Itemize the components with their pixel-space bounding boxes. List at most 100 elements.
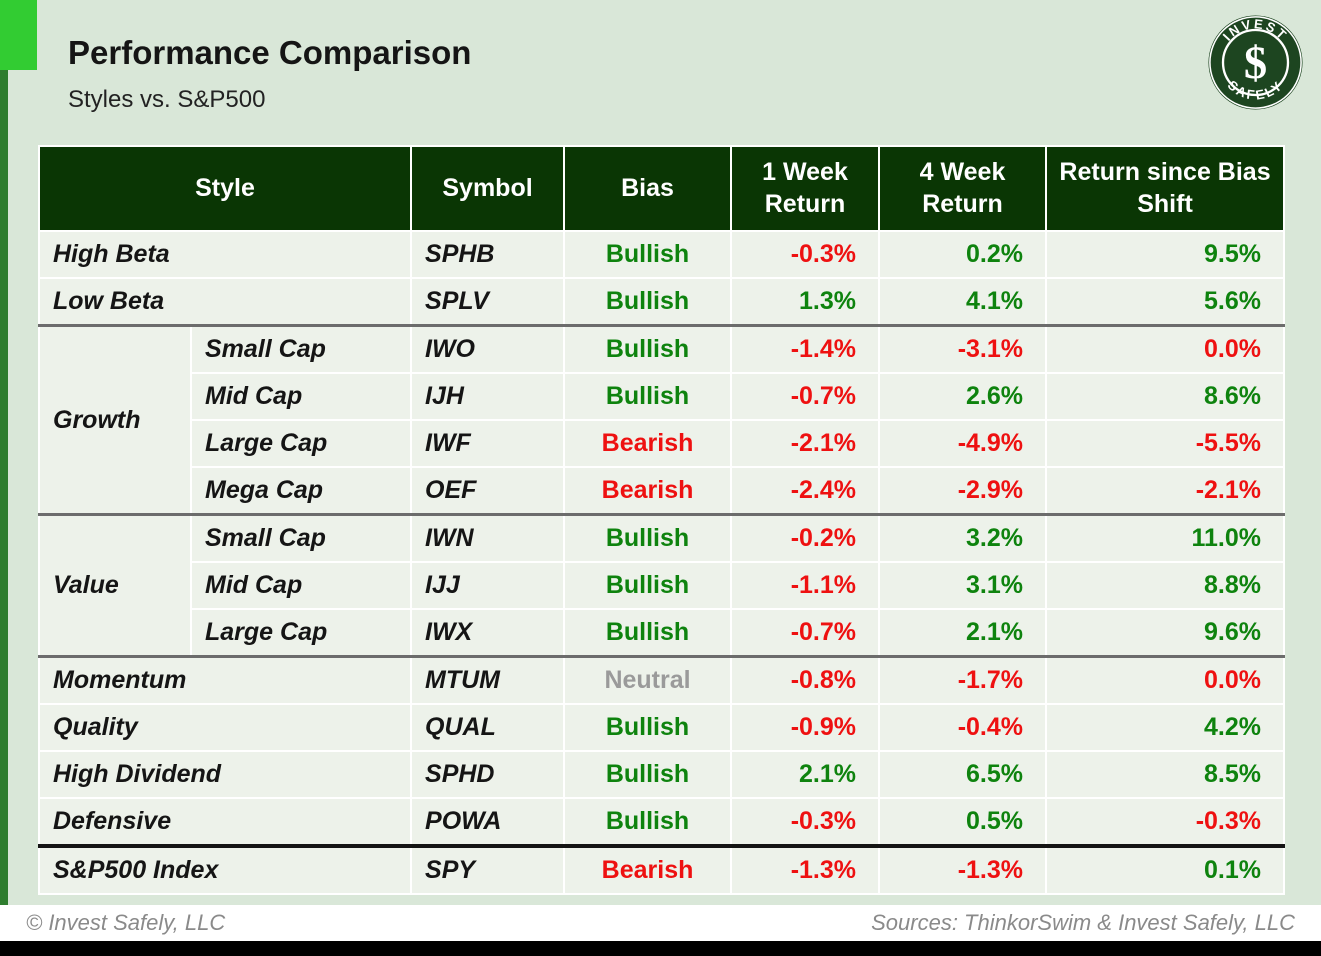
symbol-cell: IWN: [410, 513, 566, 563]
logo-outer-ring: [1209, 16, 1302, 109]
style-cell: Momentum: [37, 655, 413, 705]
col-header-symbol: Symbol: [410, 145, 566, 232]
style-cell: Quality: [37, 703, 413, 752]
week1-cell: -0.9%: [730, 703, 881, 752]
since-cell: 5.6%: [1045, 277, 1286, 327]
week4-cell: 0.5%: [878, 797, 1048, 847]
bias-cell: Bullish: [563, 277, 733, 327]
left-edge-strip: [0, 0, 8, 905]
col-header-week1: 1 Week Return: [730, 145, 881, 232]
week4-cell: 3.2%: [878, 513, 1048, 563]
page-title: Performance Comparison: [68, 34, 472, 71]
symbol-cell: OEF: [410, 466, 566, 516]
cap-cell: Mid Cap: [189, 561, 413, 610]
copyright-text: © Invest Safely, LLC: [26, 910, 226, 935]
col-header-bias: Bias: [563, 145, 733, 232]
week1-cell: -2.4%: [730, 466, 881, 516]
bias-cell: Bullish: [563, 750, 733, 799]
symbol-cell: SPLV: [410, 277, 566, 327]
week1-cell: -0.3%: [730, 230, 881, 279]
since-cell: 8.5%: [1045, 750, 1286, 799]
week1-cell: 1.3%: [730, 277, 881, 327]
style-cell: Low Beta: [37, 277, 413, 327]
since-cell: -5.5%: [1045, 419, 1286, 468]
performance-table: Style Symbol Bias 1 Week Return 4 Week R…: [37, 145, 1286, 895]
table-row: High Dividend SPHD Bullish 2.1% 6.5% 8.5…: [37, 750, 1286, 799]
table-row: Mid Cap IJJ Bullish -1.1% 3.1% 8.8%: [39, 561, 1286, 610]
table-header-row: Style Symbol Bias 1 Week Return 4 Week R…: [37, 145, 1286, 232]
symbol-cell: SPHD: [410, 750, 566, 799]
table-row: Momentum MTUM Neutral -0.8% -1.7% 0.0%: [37, 655, 1286, 705]
table-row: Large Cap IWF Bearish -2.1% -4.9% -5.5%: [39, 419, 1286, 468]
bias-cell: Bullish: [563, 608, 733, 658]
accent-square: [0, 0, 37, 70]
since-cell: -0.3%: [1045, 797, 1286, 847]
week4-cell: 4.1%: [878, 277, 1048, 327]
table-row: Mega Cap OEF Bearish -2.4% -2.9% -2.1%: [39, 466, 1286, 516]
week1-cell: -1.4%: [730, 324, 881, 374]
cap-cell: Large Cap: [189, 419, 413, 468]
style-group-cell: Growth: [38, 324, 192, 516]
week1-cell: -0.3%: [730, 797, 881, 847]
symbol-cell: SPHB: [410, 230, 566, 279]
bias-cell: Bullish: [563, 703, 733, 752]
table-row: Growth Small Cap IWO Bullish -1.4% -3.1%…: [38, 324, 1286, 516]
since-cell: -2.1%: [1045, 466, 1286, 516]
cap-cell: Small Cap: [189, 324, 413, 374]
week4-cell: 6.5%: [878, 750, 1048, 799]
since-cell: 8.8%: [1045, 561, 1286, 610]
week4-cell: 3.1%: [878, 561, 1048, 610]
logo-inner-ring: [1221, 28, 1290, 97]
table-row: Mid Cap IJH Bullish -0.7% 2.6% 8.6%: [39, 372, 1286, 421]
symbol-cell: IJH: [410, 372, 566, 421]
table-row: Quality QUAL Bullish -0.9% -0.4% 4.2%: [37, 703, 1286, 752]
bias-cell: Bearish: [563, 844, 733, 895]
symbol-cell: SPY: [410, 844, 566, 895]
week1-cell: -2.1%: [730, 419, 881, 468]
week1-cell: -1.1%: [730, 561, 881, 610]
sources-text: Sources: ThinkorSwim & Invest Safely, LL…: [871, 910, 1295, 935]
symbol-cell: IWF: [410, 419, 566, 468]
style-cell: High Beta: [37, 230, 413, 279]
bias-cell: Bullish: [563, 372, 733, 421]
bias-cell: Bearish: [563, 419, 733, 468]
bottom-bar: [0, 941, 1321, 956]
since-cell: 0.0%: [1045, 324, 1286, 374]
style-cell: Defensive: [37, 797, 413, 847]
bias-cell: Bearish: [563, 466, 733, 516]
style-cell: S&P500 Index: [37, 844, 413, 895]
since-cell: 4.2%: [1045, 703, 1286, 752]
bias-cell: Bullish: [563, 513, 733, 563]
since-cell: 8.6%: [1045, 372, 1286, 421]
cap-cell: Mid Cap: [189, 372, 413, 421]
table-row: High Beta SPHB Bullish -0.3% 0.2% 9.5%: [37, 230, 1286, 279]
week4-cell: -0.4%: [878, 703, 1048, 752]
since-cell: 0.0%: [1045, 655, 1286, 705]
week4-cell: 2.1%: [878, 608, 1048, 658]
symbol-cell: IWX: [410, 608, 566, 658]
week1-cell: 2.1%: [730, 750, 881, 799]
since-cell: 0.1%: [1045, 844, 1286, 895]
symbol-cell: IJJ: [410, 561, 566, 610]
week4-cell: 0.2%: [878, 230, 1048, 279]
week1-cell: -0.8%: [730, 655, 881, 705]
page-subtitle: Styles vs. S&P500: [68, 86, 266, 113]
since-cell: 9.6%: [1045, 608, 1286, 658]
since-cell: 11.0%: [1045, 513, 1286, 563]
bias-cell: Bullish: [563, 324, 733, 374]
cap-cell: Mega Cap: [189, 466, 413, 516]
table-row: Value Small Cap IWN Bullish -0.2% 3.2% 1…: [38, 513, 1286, 658]
bias-cell: Bullish: [563, 797, 733, 847]
week4-cell: -1.7%: [878, 655, 1048, 705]
week4-cell: -1.3%: [878, 844, 1048, 895]
symbol-cell: MTUM: [410, 655, 566, 705]
cap-cell: Large Cap: [189, 608, 413, 658]
table-row: Defensive POWA Bullish -0.3% 0.5% -0.3%: [37, 797, 1286, 847]
symbol-cell: IWO: [410, 324, 566, 374]
symbol-cell: QUAL: [410, 703, 566, 752]
bias-cell: Bullish: [563, 561, 733, 610]
symbol-cell: POWA: [410, 797, 566, 847]
footer: © Invest Safely, LLC Sources: ThinkorSwi…: [0, 905, 1321, 941]
week4-cell: -2.9%: [878, 466, 1048, 516]
week1-cell: -1.3%: [730, 844, 881, 895]
